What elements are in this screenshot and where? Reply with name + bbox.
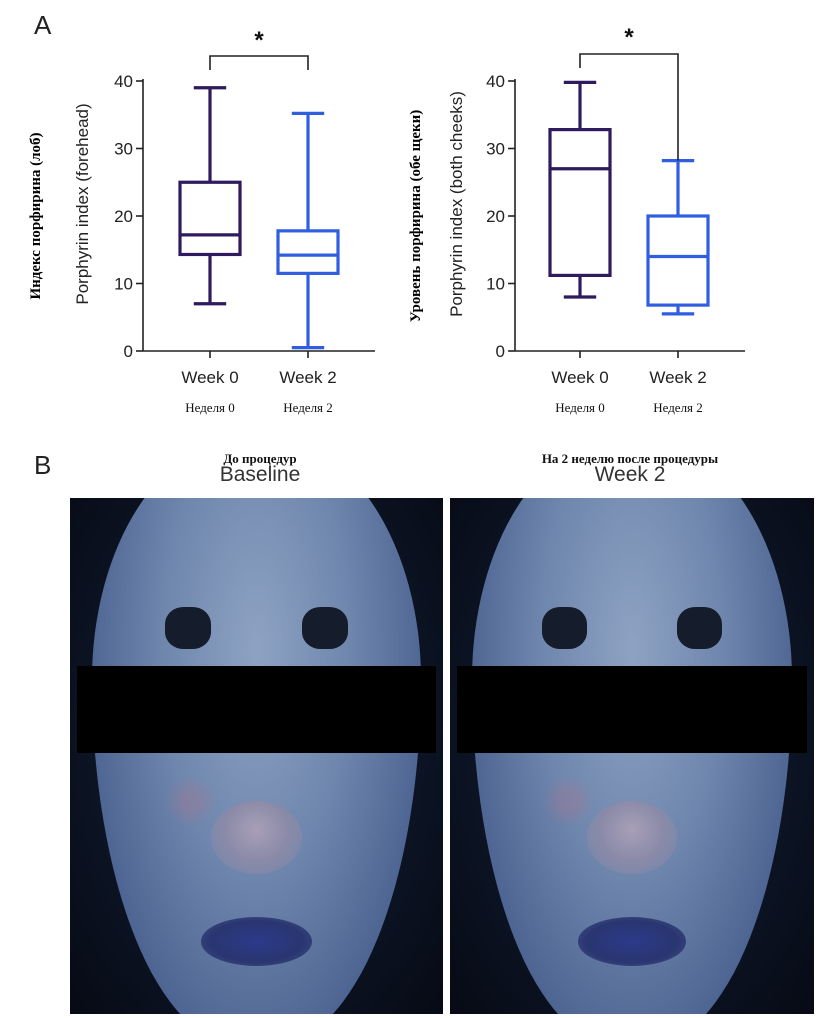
baseline-face-photo: [70, 498, 443, 1014]
y-tick-label: 10: [114, 275, 133, 294]
y-tick-label: 30: [114, 140, 133, 159]
y-axis-title-ru: Индекс порфирина (лоб): [28, 132, 44, 299]
y-axis-title: Porphyrin index (both cheeks): [447, 91, 466, 317]
baseline-title-ru: До процедур: [223, 451, 297, 466]
iqr-box: [178, 180, 242, 257]
y-tick-label: 10: [486, 275, 505, 294]
y-tick-label: 30: [486, 140, 505, 159]
y-axis-title: Porphyrin index (forehead): [73, 103, 92, 304]
x-category-label-ru: Неделя 2: [283, 400, 333, 415]
significance-bracket: [579, 53, 679, 161]
chart-2: 0 10 20 30 40 Уровень порфирина (обе щеки) Por…: [408, 24, 745, 415]
y-tick-label: 20: [486, 207, 505, 226]
week2-title-ru: На 2 неделю после процедуры: [541, 451, 719, 466]
panel-label-a: A: [34, 10, 52, 40]
eye-redaction-bar: [457, 665, 807, 754]
x-category-label-ru: Неделя 2: [653, 400, 703, 415]
x-category-label: Week 2: [649, 368, 706, 387]
x-category-label: Week 2: [279, 368, 336, 387]
chart-1: 0 10 20 30 40 Индекс порфирина (лоб) Porphyrin…: [28, 27, 375, 415]
week2-title: Week 2: [594, 463, 666, 486]
x-category-label: Week 0: [551, 368, 608, 387]
y-axis-title-ru: Уровень порфирина (обе щеки): [408, 110, 424, 323]
y-tick-label: 0: [124, 342, 133, 361]
iqr-box: [276, 229, 340, 275]
y-tick-label: 40: [486, 72, 505, 91]
iqr-box: [548, 128, 612, 278]
box-1: [548, 80, 612, 299]
iqr-box: [646, 214, 710, 307]
box-2: [646, 159, 710, 316]
week2-face-photo: [450, 498, 814, 1014]
eye-redaction-bar: [77, 665, 436, 754]
baseline-title: Baseline: [219, 463, 301, 486]
x-category-label-ru: Неделя 0: [185, 400, 235, 415]
y-tick-label: 0: [496, 342, 505, 361]
x-category-label: Week 0: [181, 368, 238, 387]
box-plot-charts: 0 10 20 30 40 Индекс порфирина (лоб) Porphyrin…: [28, 24, 745, 415]
y-tick-label: 40: [114, 72, 133, 91]
y-tick-label: 20: [114, 207, 133, 226]
box-1: [178, 86, 242, 306]
significance-star: *: [624, 24, 634, 51]
significance-bracket: [209, 55, 309, 70]
box-2: [276, 111, 340, 350]
x-category-label-ru: Неделя 0: [555, 400, 605, 415]
panel-label-b: B: [34, 450, 52, 480]
significance-star: *: [254, 27, 264, 54]
